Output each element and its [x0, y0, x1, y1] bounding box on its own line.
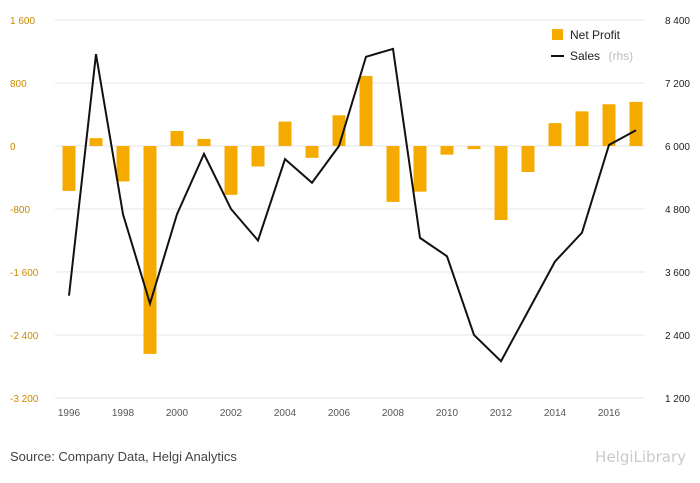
- right-tick-label: 8 400: [665, 16, 690, 27]
- net-profit-bar: [521, 146, 535, 172]
- sales-line-group: [68, 47, 637, 363]
- x-tick-label: 2012: [490, 408, 513, 419]
- net-profit-bar: [89, 138, 103, 146]
- x-axis-ticks: 1996 1998 2000 2002 2004 2006 2008 2010 2012 2014…: [58, 408, 621, 419]
- left-tick-label: -3 200: [10, 394, 39, 405]
- net-profit-bar: [197, 138, 211, 146]
- x-tick-label: 2014: [544, 408, 567, 419]
- x-tick-label: 2016: [598, 408, 621, 419]
- net-profit-bar: [494, 146, 508, 221]
- right-tick-label: 4 800: [665, 205, 690, 216]
- left-tick-label: -800: [10, 205, 30, 216]
- chart-svg: 1 600 800 0 -800 -1 600 -2 400 -3 200 8 400 7 2…: [10, 16, 690, 419]
- net-profit-bar: [278, 121, 292, 146]
- x-tick-label: 2002: [220, 408, 243, 419]
- net-profit-bar: [386, 146, 400, 202]
- net-profit-bar: [602, 104, 616, 146]
- right-tick-label: 2 400: [665, 331, 690, 342]
- legend-label-sales: Sales: [570, 49, 600, 63]
- right-tick-label: 6 000: [665, 142, 690, 153]
- net-profit-bar: [143, 146, 157, 354]
- left-axis-ticks: 1 600 800 0 -800 -1 600 -2 400 -3 200: [10, 16, 39, 405]
- x-tick-label: 1998: [112, 408, 135, 419]
- net-profit-bar: [305, 146, 319, 158]
- net-profit-bar: [62, 146, 76, 191]
- left-tick-label: -2 400: [10, 331, 39, 342]
- x-tick-label: 2006: [328, 408, 351, 419]
- net-profit-bar: [170, 131, 184, 146]
- net-profit-bar: [575, 111, 589, 146]
- net-profit-bar: [440, 146, 454, 155]
- right-axis-ticks: 8 400 7 200 6 000 4 800 3 600 2 400 1 200: [665, 16, 690, 405]
- net-profit-bar: [116, 146, 130, 182]
- left-tick-label: 800: [10, 79, 27, 90]
- left-tick-label: 0: [10, 142, 16, 153]
- left-tick-label: 1 600: [10, 16, 35, 27]
- right-tick-label: 3 600: [665, 268, 690, 279]
- helgi-library-logo: HelgiLibrary: [595, 448, 686, 466]
- net-profit-bar: [224, 146, 238, 195]
- legend-label-net-profit: Net Profit: [570, 28, 621, 42]
- right-tick-label: 7 200: [665, 79, 690, 90]
- legend: Net Profit Sales (rhs): [551, 28, 633, 64]
- legend-label-sales-suffix: (rhs): [608, 49, 633, 63]
- x-tick-label: 2008: [382, 408, 405, 419]
- net-profit-bar: [629, 101, 643, 146]
- sales-line: [68, 47, 637, 363]
- net-profit-bar: [548, 123, 562, 146]
- x-tick-label: 2000: [166, 408, 189, 419]
- legend-label-sales-group: Sales (rhs): [570, 47, 633, 64]
- left-tick-label: -1 600: [10, 268, 39, 279]
- source-note: Source: Company Data, Helgi Analytics: [10, 449, 237, 464]
- x-tick-label: 1996: [58, 408, 81, 419]
- net-profit-bars: [62, 75, 643, 354]
- net-profit-bar: [251, 146, 265, 167]
- legend-swatch-net-profit: [552, 29, 563, 40]
- net-profit-bar: [359, 75, 373, 146]
- net-profit-bar: [467, 146, 481, 150]
- right-tick-label: 1 200: [665, 394, 690, 405]
- x-tick-label: 2010: [436, 408, 459, 419]
- net-profit-bar: [413, 146, 427, 192]
- x-tick-label: 2004: [274, 408, 297, 419]
